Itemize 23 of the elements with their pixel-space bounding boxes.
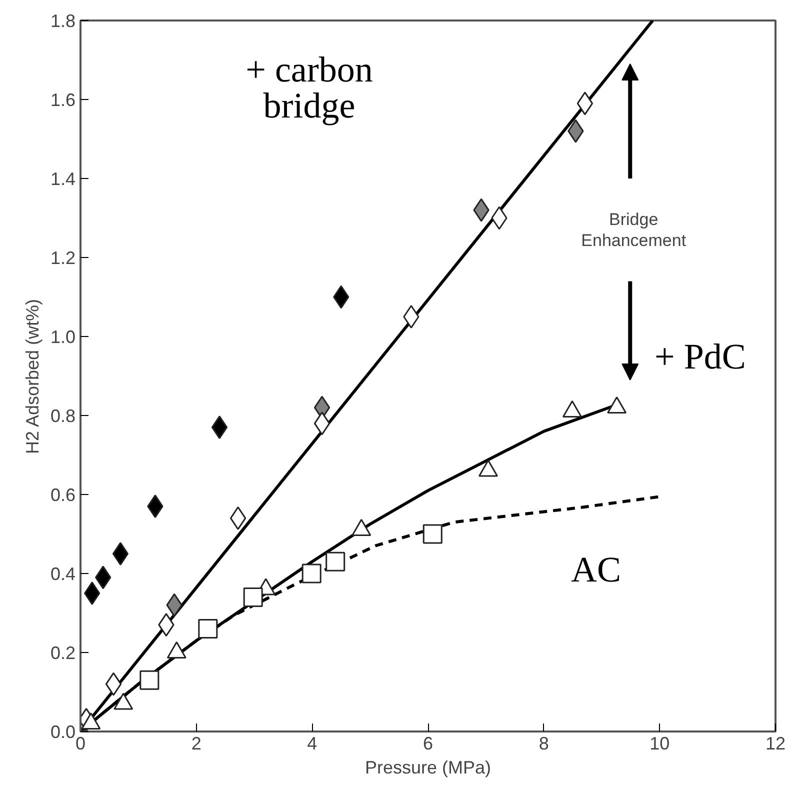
annotation: + PdC — [654, 336, 746, 376]
x-tick-label: 6 — [422, 734, 434, 754]
y-axis-title: H2 Adsorbed (wt%) — [22, 298, 42, 454]
y-tick-label: 0.2 — [50, 643, 76, 663]
x-tick-label: 2 — [191, 734, 202, 754]
y-tick-label: 0.0 — [50, 722, 76, 742]
annotation: Bridge Enhancement — [581, 210, 686, 250]
x-tick-label: 0 — [75, 734, 86, 754]
x-tick-label: 10 — [650, 734, 670, 754]
annotation: AC — [570, 550, 621, 590]
y-tick-label: 1.6 — [50, 90, 76, 110]
y-tick-label: 0.8 — [50, 406, 76, 426]
x-tick-label: 12 — [765, 734, 786, 754]
x-tick-label: 8 — [538, 734, 549, 754]
y-tick-label: 1.2 — [50, 248, 76, 268]
x-tick-label: 4 — [307, 734, 318, 754]
y-tick-label: 1.8 — [50, 11, 76, 31]
x-axis-title: Pressure (MPa) — [364, 758, 492, 778]
y-tick-label: 0.4 — [50, 564, 76, 584]
y-tick-label: 1.4 — [50, 169, 76, 189]
y-tick-label: 0.6 — [50, 485, 76, 505]
y-tick-label: 1.0 — [50, 327, 76, 347]
annotation: + carbon bridge — [246, 50, 373, 126]
